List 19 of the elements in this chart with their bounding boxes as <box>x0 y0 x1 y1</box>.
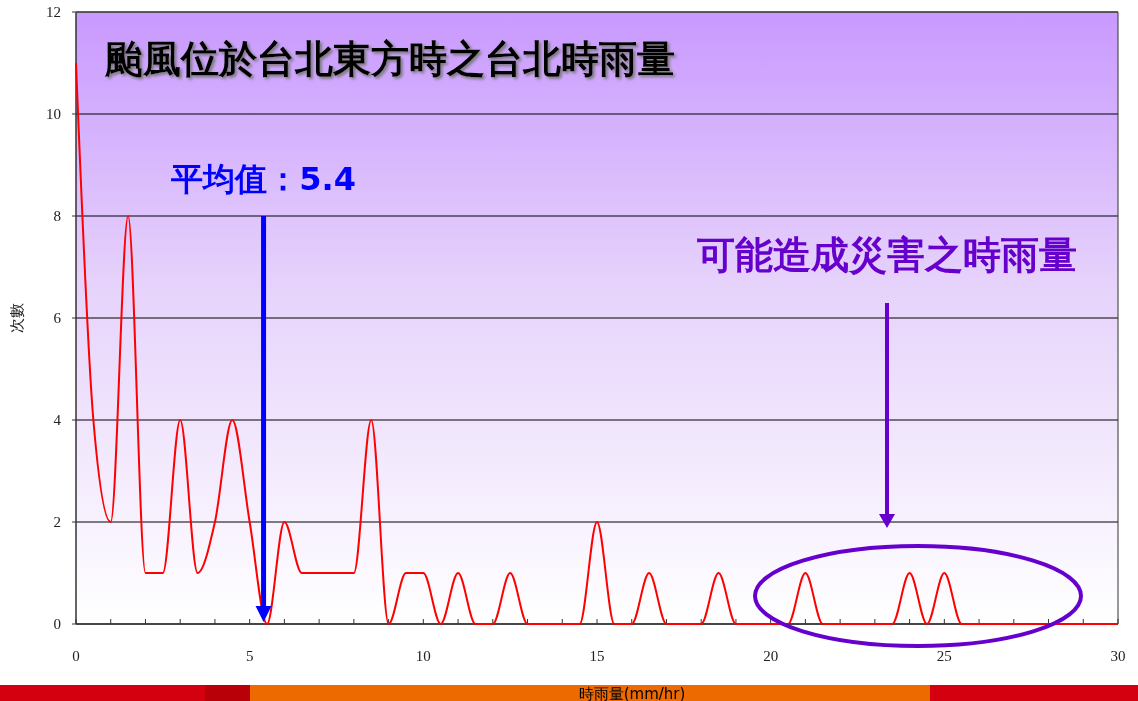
y-tick-label: 8 <box>53 208 61 224</box>
x-tick-label: 5 <box>245 648 254 664</box>
x-tick-label: 20 <box>763 648 779 664</box>
y-tick-label: 6 <box>53 310 62 326</box>
y-tick-label: 0 <box>53 616 61 632</box>
x-tick-label: 30 <box>1110 648 1126 664</box>
x-tick-label: 25 <box>936 648 952 664</box>
y-tick-label: 4 <box>53 412 62 428</box>
y-tick-label: 10 <box>46 106 61 122</box>
x-axis-title: 時雨量(mm/hr) <box>578 685 686 701</box>
y-tick-label: 12 <box>46 4 61 20</box>
annotation: 可能造成災害之時雨量 <box>697 233 1077 277</box>
ref-line-label: 平均值：5.4 <box>170 160 356 198</box>
x-tick-label: 10 <box>415 648 431 664</box>
text: 颱風位於台北東方時之台北時雨量 <box>104 37 675 81</box>
y-axis-title: 次數 <box>8 303 26 333</box>
x-tick-label: 15 <box>589 648 605 664</box>
x-tick-label: 0 <box>72 648 80 664</box>
y-tick-label: 2 <box>53 514 61 530</box>
